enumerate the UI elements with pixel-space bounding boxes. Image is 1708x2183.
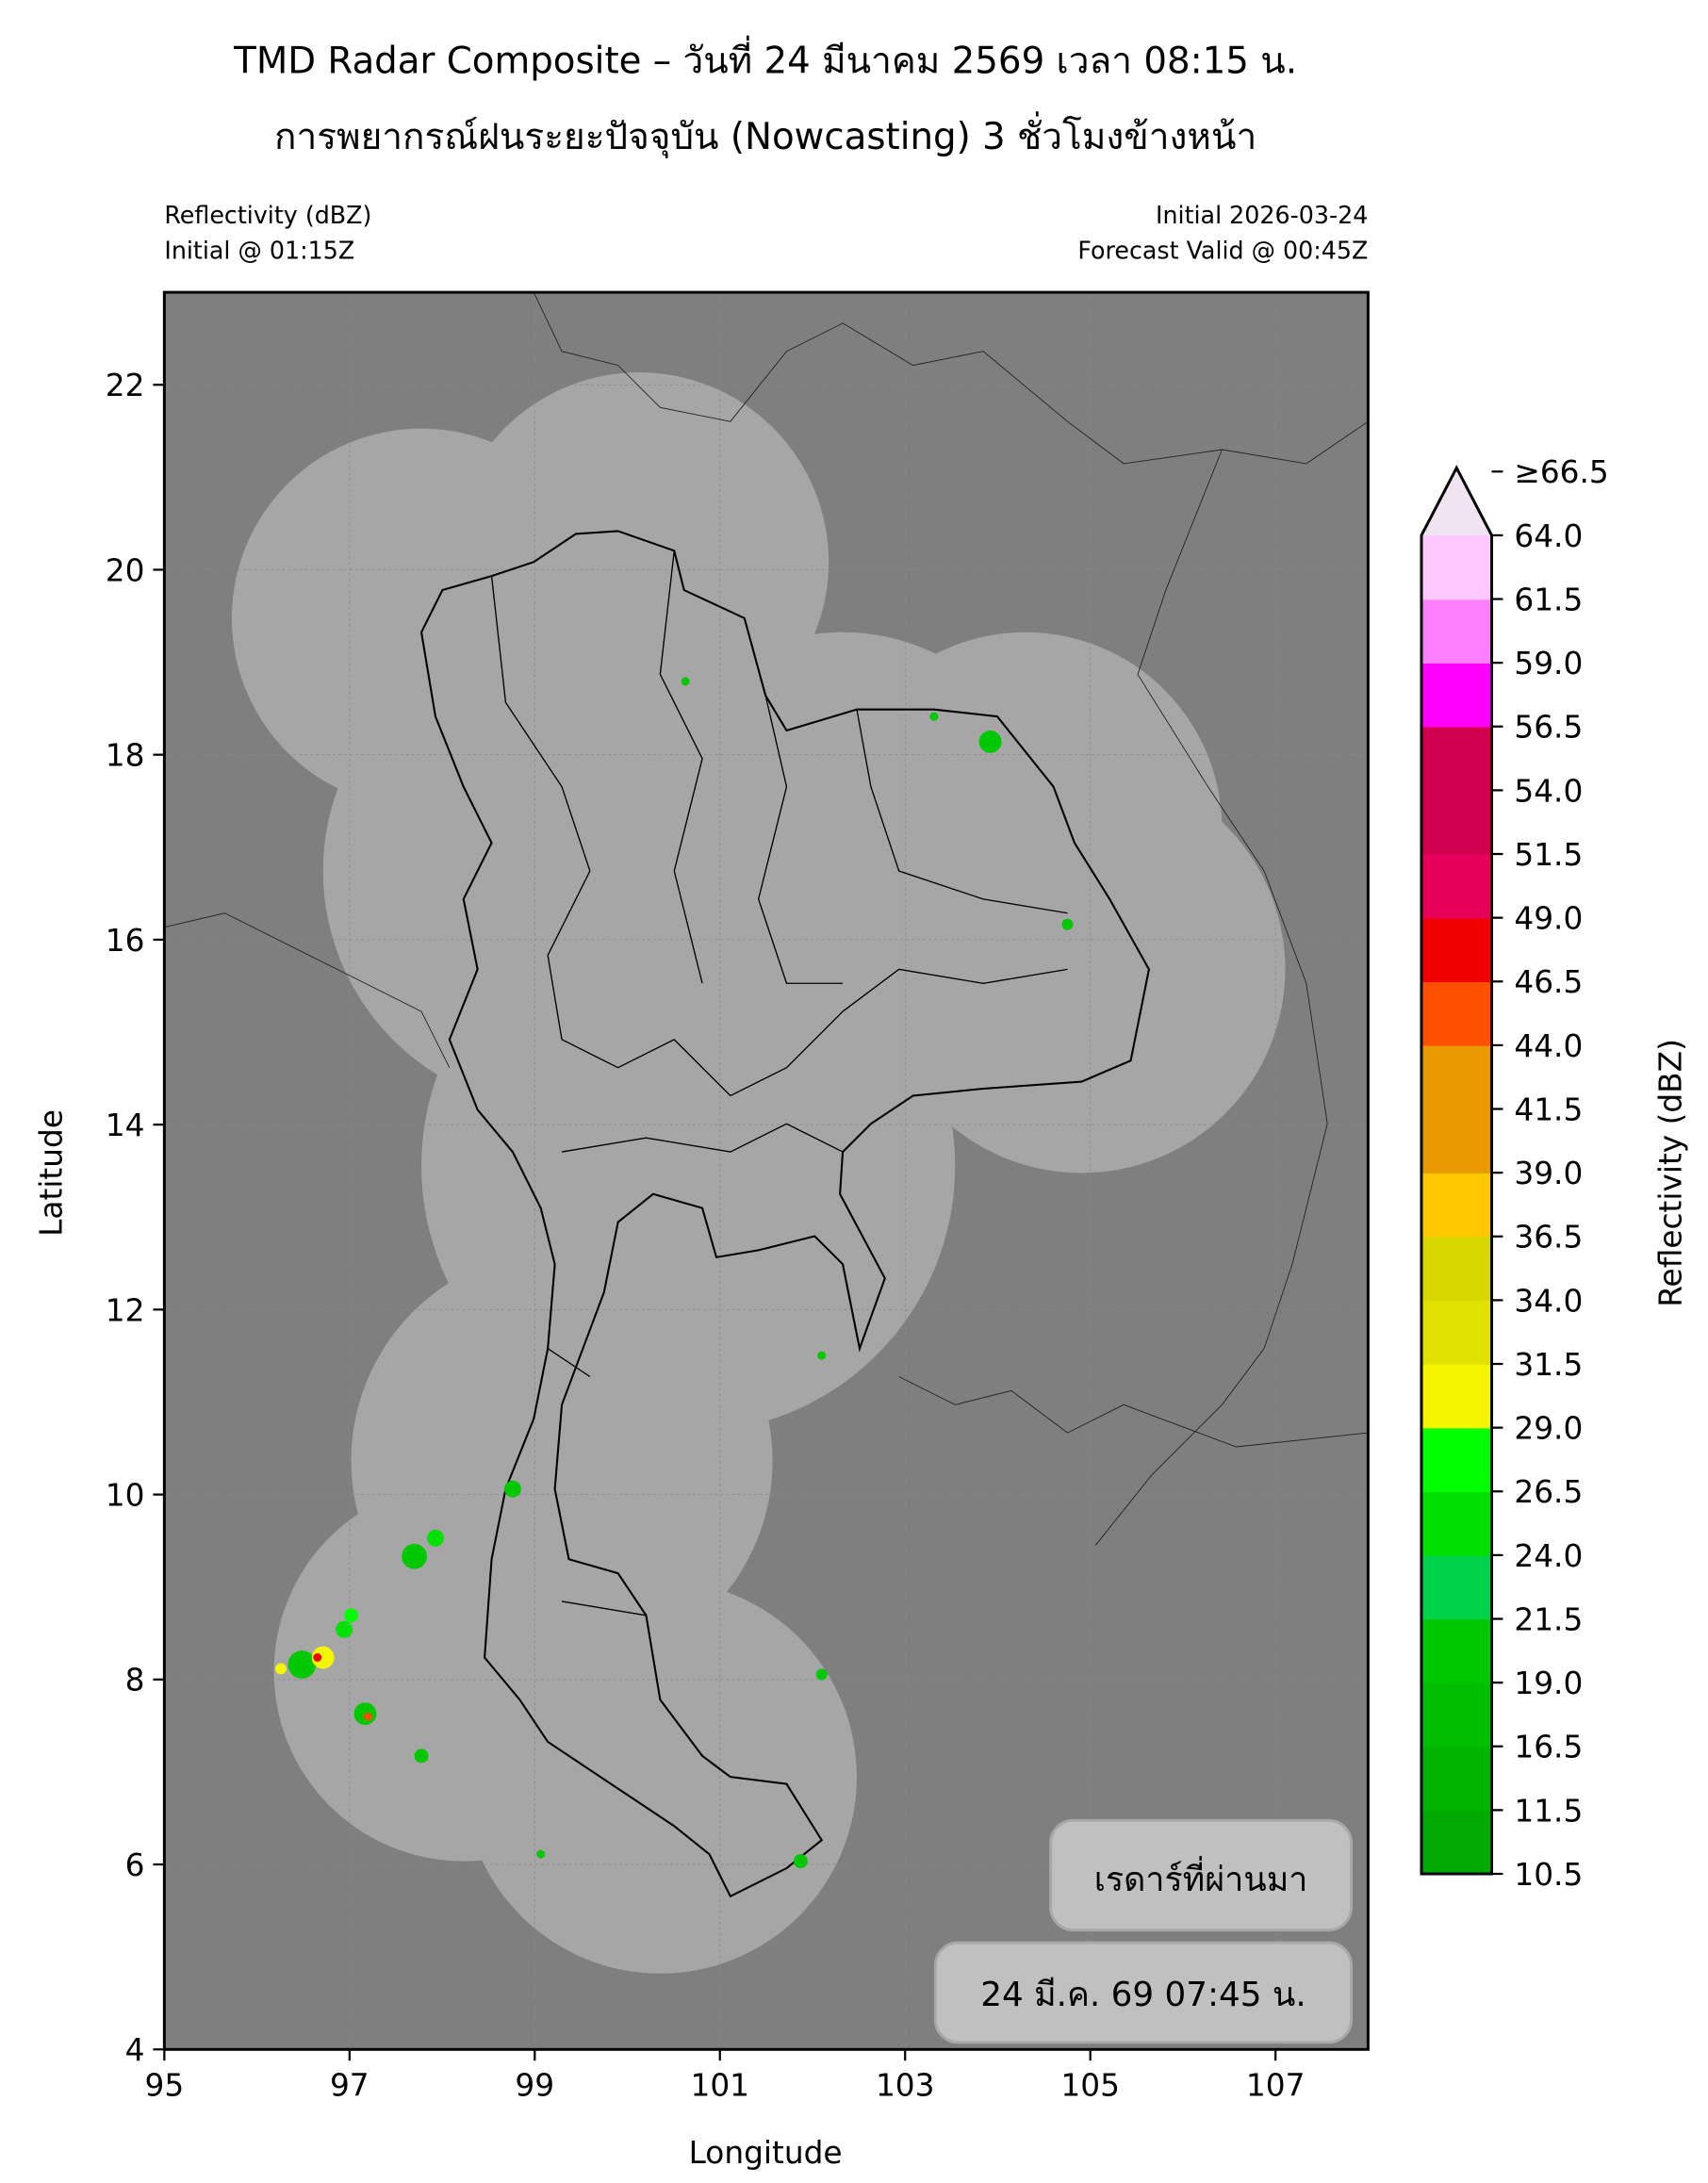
radar-coverage (231, 372, 1286, 1974)
colorbar-segment (1421, 790, 1492, 855)
colorbar: 10.5 11.5 16.5 19.0 21.5 24.0 26.5 29.0 31.5 34.0… (1420, 454, 1609, 1893)
legend-timestamp-box (933, 1941, 1353, 2044)
y-tick-label: 10 (106, 1478, 145, 1514)
colorbar-segment (1421, 1236, 1492, 1302)
colorbar-segment (1421, 1810, 1492, 1875)
colorbar-tick-label: 34.0 (1514, 1283, 1583, 1319)
colorbar-tick-label: 46.5 (1514, 964, 1583, 1000)
colorbar-label: Reflectivity (dBZ) (1653, 1039, 1689, 1307)
y-tick-label: 22 (106, 368, 145, 403)
legend-timestamp: 24 มี.ค. 69 07:45 น. (980, 1976, 1306, 2014)
y-tick-label: 14 (106, 1108, 145, 1143)
legend-past-radar-box (1049, 1818, 1353, 1932)
y-tick-label: 6 (125, 1847, 145, 1883)
colorbar-segment (1421, 1554, 1492, 1620)
neighbor-borders (164, 292, 1369, 1546)
province-borders (490, 550, 1068, 1617)
colorbar-segment (1421, 1618, 1492, 1683)
colorbar-tick-label: 36.5 (1514, 1220, 1583, 1256)
y-tick-label: 8 (125, 1663, 145, 1699)
colorbar-tick-label: 39.0 (1514, 1156, 1583, 1191)
colorbar-extend-arrow (1421, 468, 1492, 535)
colorbar-tick-label: 61.5 (1514, 582, 1583, 617)
map-frame (162, 290, 1370, 2051)
colorbar-tick-label: 11.5 (1514, 1793, 1583, 1829)
colorbar-tick-label: 49.0 (1514, 901, 1583, 937)
title-line2: การพยากรณ์ฝนระยะปัจจุบัน (Nowcasting) 3 … (274, 111, 1256, 159)
grid-lines (164, 292, 1369, 2050)
y-tick-label: 16 (106, 923, 145, 959)
colorbar-segment (1421, 1044, 1492, 1110)
colorbar-tick-label: 64.0 (1514, 518, 1583, 554)
y-tick-label: 20 (106, 552, 145, 588)
x-tick-label: 107 (1246, 2067, 1306, 2103)
colorbar-segment (1421, 854, 1492, 919)
colorbar-segment (1421, 599, 1492, 664)
colorbar-segment (1421, 981, 1492, 1046)
colorbar-tick-label: 24.0 (1514, 1538, 1583, 1574)
map-area: เรดาร์ที่ผ่านมา 24 มี.ค. 69 07:45 น. (164, 292, 1369, 2050)
x-tick-label: 95 (144, 2067, 184, 2103)
thailand-border (419, 530, 1151, 1898)
colorbar-tick-label: 44.0 (1514, 1028, 1583, 1064)
colorbar-tick-label: 41.5 (1514, 1092, 1583, 1127)
colorbar-tick-label: 59.0 (1514, 646, 1583, 681)
x-axis-ticks: 95 97 99 101 103 105 107 (144, 2049, 1305, 2103)
x-tick-label: 97 (330, 2067, 370, 2103)
colorbar-tick-label: 19.0 (1514, 1666, 1583, 1701)
subtitle-right-2: Forecast Valid @ 00:45Z (1077, 236, 1368, 264)
colorbar-segment (1421, 1746, 1492, 1812)
subtitle-left-2: Initial @ 01:15Z (164, 236, 354, 264)
subtitle-left-1: Reflectivity (dBZ) (164, 201, 371, 229)
colorbar-tick-label: 26.5 (1514, 1474, 1583, 1510)
colorbar-segment (1421, 1427, 1492, 1493)
colorbar-segment (1421, 1300, 1492, 1365)
colorbar-tick-label: 21.5 (1514, 1601, 1583, 1637)
y-axis-ticks: 4 6 8 10 12 14 16 18 20 22 (106, 368, 165, 2068)
colorbar-segment (1421, 917, 1492, 983)
colorbar-outline (1420, 465, 1494, 1876)
colorbar-segment (1421, 1491, 1492, 1556)
colorbar-tick-label: ≥66.5 (1514, 454, 1608, 490)
x-axis-label: Longitude (689, 2135, 843, 2171)
colorbar-segment (1421, 534, 1492, 600)
y-tick-label: 4 (125, 2032, 145, 2068)
colorbar-segment (1421, 1364, 1492, 1429)
y-axis-label: Latitude (34, 1109, 70, 1237)
x-tick-label: 103 (876, 2067, 935, 2103)
colorbar-tick-label: 16.5 (1514, 1730, 1583, 1765)
colorbar-segment (1421, 1682, 1492, 1748)
colorbar-tick-label: 29.0 (1514, 1411, 1583, 1447)
colorbar-tick-label: 10.5 (1514, 1857, 1583, 1893)
colorbar-tick-label: 54.0 (1514, 773, 1583, 809)
x-tick-label: 99 (515, 2067, 554, 2103)
colorbar-segment (1421, 1108, 1492, 1174)
colorbar-tick-label: 51.5 (1514, 837, 1583, 873)
radar-echoes (275, 677, 1074, 1869)
subtitle-right-1: Initial 2026-03-24 (1156, 201, 1368, 229)
y-tick-label: 18 (106, 738, 145, 774)
colorbar-segment (1421, 663, 1492, 728)
colorbar-tick-label: 56.5 (1514, 710, 1583, 746)
y-tick-label: 12 (106, 1292, 145, 1328)
x-tick-label: 105 (1060, 2067, 1120, 2103)
legend-past-radar: เรดาร์ที่ผ่านมา (1094, 1856, 1308, 1899)
x-tick-label: 101 (690, 2067, 749, 2103)
colorbar-segment (1421, 726, 1492, 792)
colorbar-tick-label: 31.5 (1514, 1347, 1583, 1383)
colorbar-segment (1421, 1173, 1492, 1238)
title-line1: TMD Radar Composite – วันที่ 24 มีนาคม 2… (233, 36, 1297, 83)
